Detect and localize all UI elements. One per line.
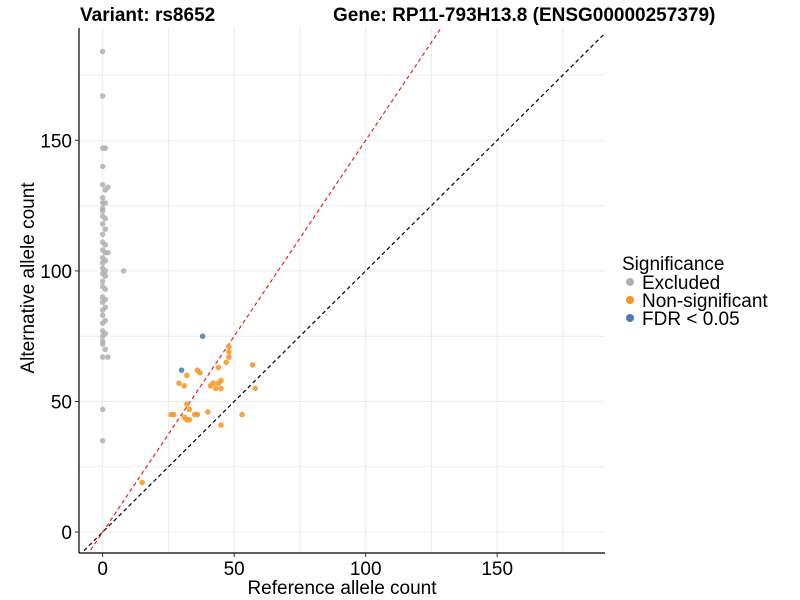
- gene-title: Gene: RP11-793H13.8 (ENSG00000257379): [333, 5, 715, 26]
- data-point: [215, 364, 222, 371]
- data-point: [105, 354, 111, 360]
- data-point: [99, 48, 106, 55]
- data-point: [252, 385, 259, 392]
- reference-line-1: [80, 32, 605, 553]
- y-tick-label: 0: [61, 523, 72, 544]
- data-point: [186, 406, 193, 413]
- data-point: [99, 231, 106, 238]
- data-point: [194, 367, 201, 373]
- data-point: [212, 385, 219, 392]
- data-point: [105, 249, 111, 256]
- data-point: [194, 411, 201, 418]
- data-point: [99, 406, 106, 413]
- data-point: [210, 380, 216, 387]
- data-point: [223, 359, 230, 366]
- data-point: [99, 333, 106, 340]
- data-point: [239, 411, 245, 418]
- variant-title: Variant: rs8652: [80, 5, 215, 26]
- axes: [78, 28, 605, 554]
- data-point: [178, 367, 185, 373]
- legend-label: FDR < 0.05: [642, 309, 740, 330]
- reference-line-2: [87, 28, 442, 553]
- y-tick-label: 150: [40, 131, 72, 152]
- data-point: [184, 372, 190, 379]
- x-tick-label: 50: [224, 559, 245, 580]
- data-point: [99, 307, 106, 313]
- legend-label: Excluded: [642, 273, 720, 294]
- data-points: [99, 48, 259, 486]
- data-point: [102, 346, 109, 353]
- data-point: [218, 422, 224, 428]
- data-point: [99, 260, 106, 266]
- y-tick-label: 100: [40, 262, 72, 283]
- series-fdr-0-05: [178, 333, 206, 373]
- plot-panel: 0 50 100 150 0 50 100 150: [40, 28, 605, 580]
- data-point: [99, 437, 106, 444]
- data-point: [99, 278, 106, 285]
- data-point: [226, 349, 232, 355]
- data-point: [226, 343, 232, 350]
- data-point: [199, 333, 206, 340]
- data-point: [99, 299, 106, 306]
- data-point: [170, 411, 177, 418]
- y-axis-label: Alternative allele count: [18, 182, 39, 374]
- series-excluded: [99, 48, 127, 444]
- data-point: [99, 320, 106, 326]
- data-point: [102, 286, 109, 292]
- x-axis-label: Reference allele count: [247, 578, 437, 599]
- data-point: [99, 208, 106, 214]
- data-point: [102, 241, 109, 248]
- data-point: [102, 145, 109, 151]
- data-point: [218, 385, 224, 392]
- data-point: [186, 416, 193, 423]
- data-point: [99, 312, 106, 319]
- tick-labels: 0 50 100 150 0 50 100 150: [40, 131, 513, 580]
- data-point: [102, 200, 109, 206]
- grid-lines: [79, 28, 605, 553]
- data-point: [181, 383, 187, 389]
- legend-swatch: [626, 296, 634, 304]
- x-tick-label: 150: [481, 559, 513, 580]
- legend-title: Significance: [622, 254, 724, 275]
- data-point: [102, 273, 109, 279]
- data-point: [99, 194, 106, 201]
- data-point: [99, 93, 106, 99]
- data-point: [205, 409, 211, 415]
- legend-label: Non-significant: [642, 291, 768, 312]
- data-point: [102, 215, 109, 222]
- data-point: [184, 401, 190, 407]
- data-point: [218, 377, 224, 384]
- data-point: [249, 362, 256, 368]
- legend: Significance ExcludedNon-significantFDR …: [622, 254, 768, 330]
- x-tick-label: 0: [97, 559, 108, 580]
- data-point: [99, 163, 106, 170]
- reference-lines: [80, 28, 605, 553]
- data-point: [102, 226, 109, 232]
- data-point: [226, 354, 232, 360]
- legend-swatch: [626, 278, 634, 286]
- legend-swatch: [626, 314, 634, 322]
- data-point: [139, 479, 145, 486]
- data-point: [99, 221, 106, 227]
- series-non-significant: [139, 343, 259, 486]
- data-point: [99, 341, 106, 347]
- data-point: [99, 181, 106, 188]
- x-tick-label: 100: [350, 559, 382, 580]
- data-point: [105, 184, 111, 191]
- y-tick-label: 50: [51, 393, 72, 414]
- data-point: [99, 354, 106, 360]
- data-point: [176, 380, 182, 387]
- data-point: [120, 268, 127, 274]
